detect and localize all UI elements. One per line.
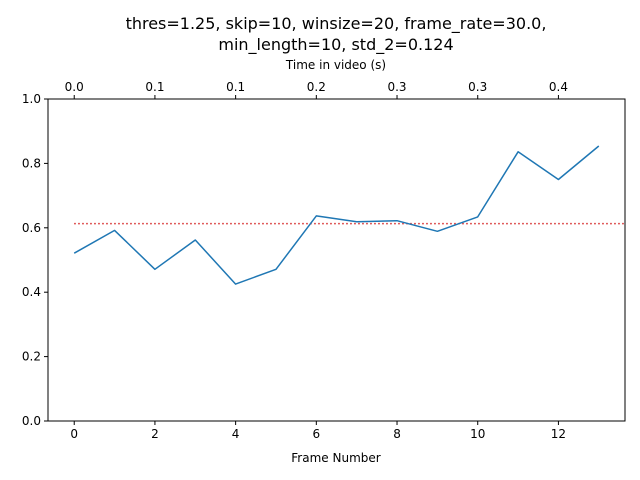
x-tick-label: 12 [551,427,566,441]
plot-area: 0 2 4 6 8 10 12 0.0 0.1 0.1 0.2 0.3 0.3 0.4 0.0 0.2 0.4 0… [22,80,625,441]
top-tick-label: 0.4 [549,80,568,94]
top-tick-label: 0.3 [387,80,406,94]
y-tick-label: 0.0 [22,414,41,428]
x-tick-label: 0 [70,427,78,441]
top-tick-label: 0.2 [307,80,326,94]
y-tick-label: 0.8 [22,156,41,170]
top-tick-label: 0.1 [145,80,164,94]
y-tick-label: 0.4 [22,285,41,299]
top-tick-label: 0.1 [226,80,245,94]
x-tick-label: 4 [232,427,240,441]
series-line-0 [73,145,600,285]
x-tick-label: 6 [313,427,321,441]
chart-title-line-2: min_length=10, std_2=0.124 [218,35,453,55]
x-axis-title: Frame Number [291,451,380,465]
chart-title-line-1: thres=1.25, skip=10, winsize=20, frame_r… [126,14,547,34]
x-tick-label: 8 [393,427,401,441]
top-tick-label: 0.0 [65,80,84,94]
y-tick-label: 0.6 [22,221,41,235]
x-tick-label: 10 [470,427,485,441]
axes-frame [47,98,626,422]
top-axis-title: Time in video (s) [285,58,386,72]
y-tick-label: 0.2 [22,350,41,364]
x-tick-label: 2 [151,427,159,441]
top-tick-label: 0.3 [468,80,487,94]
y-tick-label: 1.0 [22,92,41,106]
